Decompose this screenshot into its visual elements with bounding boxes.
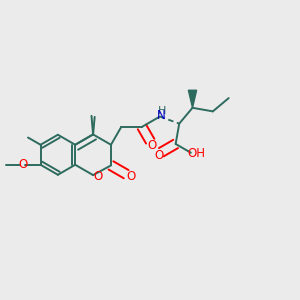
Text: O: O: [126, 170, 136, 183]
Polygon shape: [188, 90, 196, 108]
Text: O: O: [155, 149, 164, 162]
Text: O: O: [148, 139, 157, 152]
Text: OH: OH: [188, 147, 206, 160]
Text: O: O: [94, 169, 103, 182]
Text: O: O: [18, 158, 27, 171]
Text: N: N: [158, 109, 166, 122]
Text: H: H: [158, 106, 166, 116]
